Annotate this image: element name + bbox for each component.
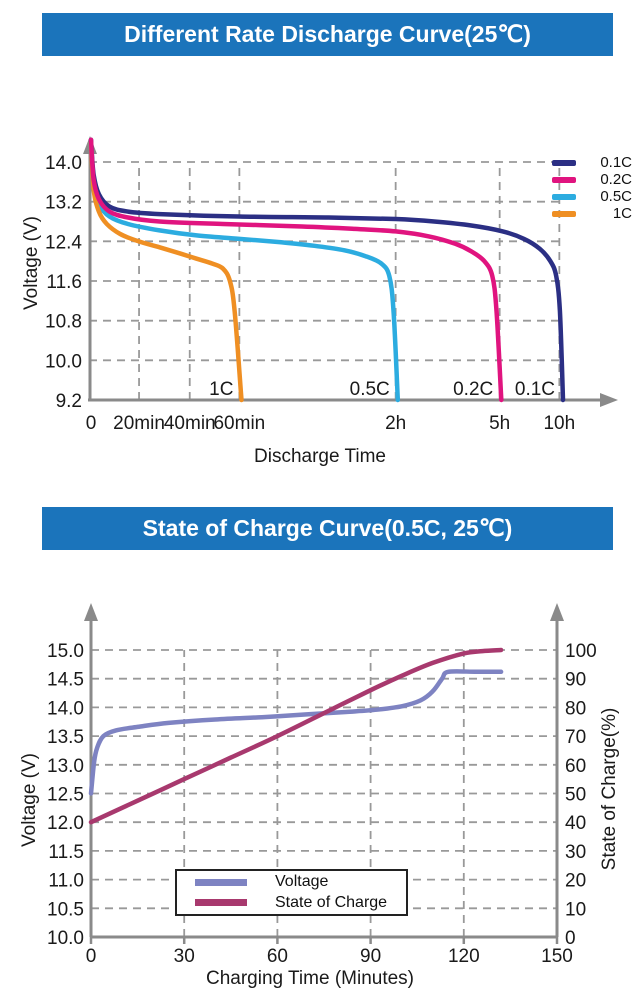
discharge-ytick-label: 12.4 bbox=[45, 232, 82, 253]
soc-left-ytick-label: 13.0 bbox=[47, 756, 84, 777]
soc-right-ytick-label: 30 bbox=[565, 842, 586, 863]
soc-right-y-axis-title: State of Charge(%) bbox=[599, 707, 620, 871]
soc-right-ytick-label: 10 bbox=[565, 899, 586, 920]
curve-end-label-0.2C: 0.2C bbox=[453, 379, 493, 400]
legend-swatch-icon bbox=[195, 899, 247, 907]
soc-legend: Voltage State of Charge bbox=[175, 869, 408, 916]
discharge-xtick-label: 60min bbox=[213, 413, 265, 434]
soc-left-ytick-label: 13.5 bbox=[47, 727, 84, 748]
discharge-legend: 0.1C 0.2C 0.5C 1C bbox=[552, 154, 632, 222]
soc-right-ytick-label: 0 bbox=[565, 928, 576, 949]
discharge-ytick-label: 11.6 bbox=[46, 272, 82, 293]
curve-1C bbox=[88, 139, 244, 403]
up-axis-arrow-icon bbox=[550, 603, 564, 621]
up-axis-arrow-icon bbox=[84, 603, 98, 621]
legend-item-0.5C: 0.5C bbox=[552, 188, 632, 205]
discharge-y-axis-title: Voltage (V) bbox=[21, 216, 42, 310]
soc-xtick-label: 90 bbox=[360, 946, 381, 967]
discharge-ytick-label: 10.0 bbox=[45, 351, 82, 372]
soc-xtick-label: 30 bbox=[174, 946, 195, 967]
soc-xtick-label: 60 bbox=[267, 946, 288, 967]
soc-right-ytick-label: 40 bbox=[565, 813, 586, 834]
discharge-xtick-label: 2h bbox=[385, 413, 406, 434]
discharge-chart-title: Different Rate Discharge Curve(25℃) bbox=[124, 21, 531, 47]
legend-swatch-icon bbox=[552, 210, 576, 217]
soc-left-ytick-label: 14.0 bbox=[47, 698, 84, 719]
discharge-chart-title-banner: Different Rate Discharge Curve(25℃) bbox=[42, 13, 613, 56]
legend-swatch-icon bbox=[552, 159, 576, 166]
legend-label: Voltage bbox=[275, 873, 329, 891]
legend-label: 0.5C bbox=[600, 188, 632, 205]
soc-right-ytick-label: 100 bbox=[565, 641, 597, 662]
soc-left-y-axis-title: Voltage (V) bbox=[19, 753, 40, 847]
soc-left-ytick-label: 14.5 bbox=[47, 670, 84, 691]
legend-item-Voltage: Voltage bbox=[195, 873, 406, 891]
soc-right-ytick-label: 90 bbox=[565, 670, 586, 691]
soc-xtick-label: 150 bbox=[541, 946, 573, 967]
legend-item-1C: 1C bbox=[552, 205, 632, 222]
legend-swatch-icon bbox=[552, 193, 576, 200]
soc-xtick-label: 120 bbox=[448, 946, 480, 967]
soc-left-ytick-label: 12.0 bbox=[47, 813, 84, 834]
legend-swatch-icon bbox=[195, 878, 247, 886]
soc-chart-title: State of Charge Curve(0.5C, 25℃) bbox=[142, 515, 513, 541]
curve-State-of-Charge bbox=[88, 647, 504, 825]
legend-item-0.1C: 0.1C bbox=[552, 154, 632, 171]
discharge-ytick-label: 9.2 bbox=[56, 391, 82, 412]
soc-left-ytick-label: 15.0 bbox=[47, 641, 84, 662]
curve-Voltage bbox=[88, 669, 504, 796]
discharge-ytick-label: 14.0 bbox=[45, 153, 82, 174]
discharge-xtick-label: 40min bbox=[164, 413, 216, 434]
soc-left-ytick-label: 11.5 bbox=[48, 842, 84, 863]
soc-right-ytick-label: 80 bbox=[565, 698, 586, 719]
legend-label: State of Charge bbox=[275, 893, 388, 911]
right-axis-arrow-icon bbox=[600, 393, 618, 407]
legend-item-State-of-Charge: State of Charge bbox=[195, 894, 406, 912]
soc-left-ytick-label: 10.5 bbox=[47, 899, 84, 920]
legend-label: 0.1C bbox=[600, 154, 632, 171]
soc-right-ytick-label: 70 bbox=[565, 727, 586, 748]
legend-item-0.2C: 0.2C bbox=[552, 171, 632, 188]
curve-end-label-0.1C: 0.1C bbox=[515, 379, 555, 400]
discharge-xtick-label: 10h bbox=[543, 413, 575, 434]
curve-end-label-0.5C: 0.5C bbox=[350, 379, 390, 400]
legend-swatch-icon bbox=[552, 176, 576, 183]
soc-xtick-label: 0 bbox=[86, 946, 97, 967]
curve-0.1C bbox=[88, 137, 566, 403]
soc-right-ytick-label: 20 bbox=[565, 871, 586, 892]
legend-label: 1C bbox=[612, 205, 632, 222]
curve-0.5C bbox=[88, 139, 401, 403]
soc-right-ytick-label: 50 bbox=[565, 785, 586, 806]
soc-left-ytick-label: 12.5 bbox=[47, 785, 84, 806]
soc-x-axis-title: Charging Time (Minutes) bbox=[205, 968, 415, 989]
discharge-ytick-label: 13.2 bbox=[45, 193, 82, 214]
legend-label: 0.2C bbox=[600, 171, 632, 188]
discharge-ytick-label: 10.8 bbox=[45, 312, 82, 333]
discharge-xtick-label: 20min bbox=[113, 413, 165, 434]
discharge-xtick-label: 0 bbox=[86, 413, 97, 434]
soc-chart-title-banner: State of Charge Curve(0.5C, 25℃) bbox=[42, 507, 613, 550]
discharge-x-axis-title: Discharge Time bbox=[254, 446, 386, 467]
soc-right-ytick-label: 60 bbox=[565, 756, 586, 777]
discharge-xtick-label: 5h bbox=[489, 413, 510, 434]
soc-left-ytick-label: 11.0 bbox=[48, 871, 84, 892]
soc-left-ytick-label: 10.0 bbox=[47, 928, 84, 949]
curve-end-label-1C: 1C bbox=[209, 379, 233, 400]
curve-0.2C bbox=[88, 137, 504, 403]
